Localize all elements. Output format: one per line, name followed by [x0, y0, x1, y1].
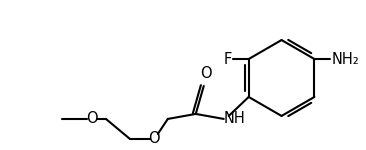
- Text: O: O: [200, 66, 212, 81]
- Text: NH₂: NH₂: [331, 52, 359, 67]
- Text: F: F: [224, 52, 232, 67]
- Text: NH: NH: [224, 111, 246, 126]
- Text: O: O: [86, 111, 98, 126]
- Text: O: O: [148, 131, 160, 146]
